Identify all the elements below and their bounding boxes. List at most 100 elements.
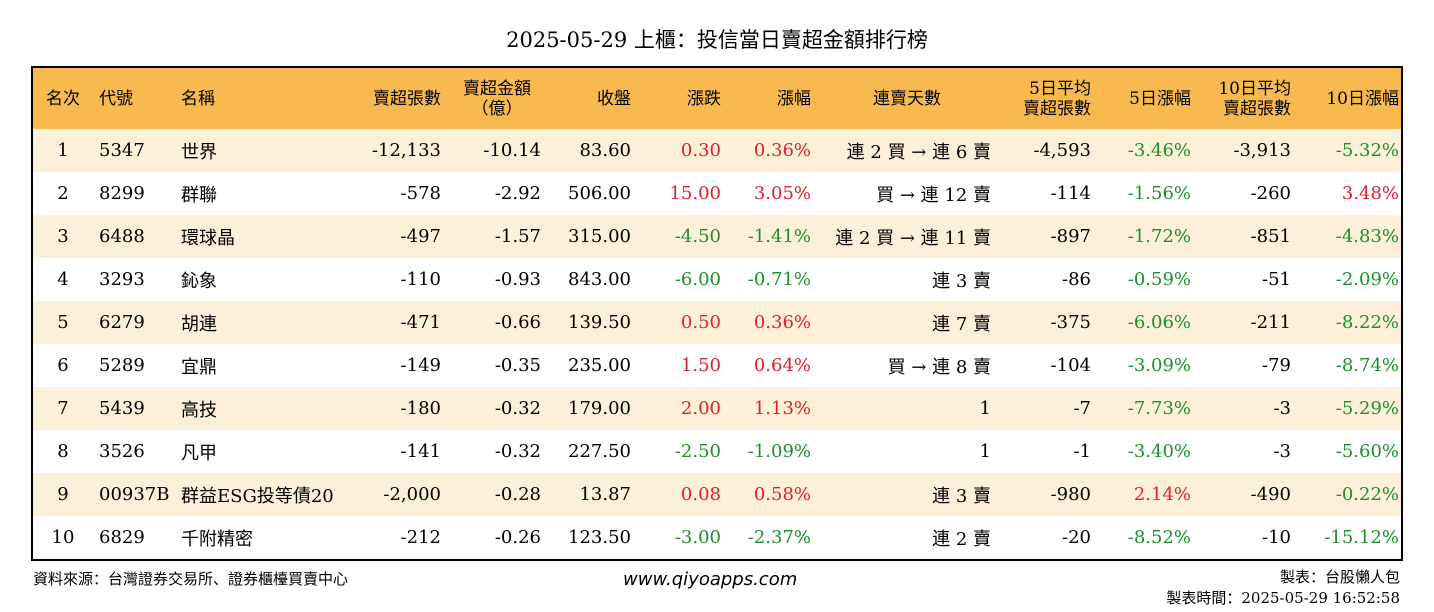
cell-sell-amount: -10.14 xyxy=(483,140,541,161)
cell-pct5: -1.72% xyxy=(1127,226,1191,247)
cell-pct5: -6.06% xyxy=(1127,312,1191,333)
cell-name: 高技 xyxy=(181,399,217,421)
cell-avg5: -980 xyxy=(1050,484,1091,505)
cell-avg5: -114 xyxy=(1050,183,1091,204)
cell-avg5: -104 xyxy=(1050,355,1091,376)
cell-close: 315.00 xyxy=(568,226,631,247)
cell-change: -4.50 xyxy=(674,226,721,247)
cell-avg10: -490 xyxy=(1250,484,1291,505)
cell-avg5: -7 xyxy=(1073,398,1091,419)
header-avg5-line1: 5日平均 xyxy=(1029,78,1091,99)
cell-streak: 連 2 買 → 連 11 賣 xyxy=(835,227,991,249)
cell-avg10: -10 xyxy=(1262,527,1291,548)
page-title: 2025-05-29 上櫃：投信當日賣超金額排行榜 xyxy=(506,28,928,52)
header-avg5-line2: 賣超張數 xyxy=(1023,98,1091,119)
cell-avg10: -3,913 xyxy=(1233,140,1291,161)
footer-meta: 製表：台股懶人包 製表時間：2025-05-29 16:52:58 xyxy=(1166,567,1400,609)
table-row: 3 6488 環球晶 -497 -1.57 315.00 -4.50 -1.41% 連 2 買 … xyxy=(33,215,1401,258)
cell-pct5: -0.59% xyxy=(1127,269,1191,290)
cell-sell-shares: -180 xyxy=(400,398,441,419)
table-row: 2 8299 群聯 -578 -2.92 506.00 15.00 3.05% 買 → 連 12… xyxy=(33,172,1401,215)
table-body: 1 5347 世界 -12,133 -10.14 83.60 0.30 0.36% 連 2 買 … xyxy=(33,129,1401,559)
data-source: 資料來源：台灣證券交易所、證券櫃檯買賣中心 xyxy=(33,570,349,588)
cell-sell-shares: -2,000 xyxy=(383,484,441,505)
header-sell-amount-line2: （億） xyxy=(471,98,523,119)
cell-pct10: -4.83% xyxy=(1335,226,1399,247)
cell-change: 2.00 xyxy=(680,398,721,419)
cell-sell-shares: -149 xyxy=(400,355,441,376)
table-row: 1 5347 世界 -12,133 -10.14 83.60 0.30 0.36% 連 2 買 … xyxy=(33,129,1401,172)
header-avg10-line1: 10日平均 xyxy=(1218,78,1291,99)
cell-pct10: -5.60% xyxy=(1335,441,1399,462)
header-streak: 連賣天數 xyxy=(873,88,941,109)
cell-pct10: -8.74% xyxy=(1335,355,1399,376)
cell-change: -6.00 xyxy=(674,269,721,290)
cell-name: 千附精密 xyxy=(181,528,253,550)
cell-code: 6279 xyxy=(99,312,145,333)
cell-close: 13.87 xyxy=(579,484,631,505)
cell-streak: 連 2 買 → 連 6 賣 xyxy=(846,141,991,163)
cell-sell-shares: -212 xyxy=(400,527,441,548)
cell-rank: 8 xyxy=(57,441,69,462)
cell-change-pct: 0.64% xyxy=(753,355,811,376)
cell-rank: 9 xyxy=(57,484,69,505)
cell-pct5: -7.73% xyxy=(1127,398,1191,419)
cell-code: 6488 xyxy=(99,226,145,247)
header-rank: 名次 xyxy=(46,88,80,109)
table-row: 7 5439 高技 -180 -0.32 179.00 2.00 1.13% 1 -7 -7.73%… xyxy=(33,387,1401,430)
table-row: 9 00937B 群益ESG投等債20 -2,000 -0.28 13.87 0.08 0.5… xyxy=(33,473,1401,516)
cell-change: -2.50 xyxy=(674,441,721,462)
cell-name: 胡連 xyxy=(181,313,217,335)
cell-change: 0.50 xyxy=(680,312,721,333)
cell-pct10: -15.12% xyxy=(1324,527,1399,548)
ranking-table: 名次 代號 名稱 賣超張數 賣超金額 （億） 收盤 漲跌 漲幅 連賣天數 5日平… xyxy=(31,66,1403,561)
cell-change: 1.50 xyxy=(680,355,721,376)
cell-name: 宜鼎 xyxy=(181,356,217,378)
cell-pct5: -3.40% xyxy=(1127,441,1191,462)
cell-sell-amount: -0.26 xyxy=(494,527,541,548)
table-row: 6 5289 宜鼎 -149 -0.35 235.00 1.50 0.64% 買 → 連 8 賣… xyxy=(33,344,1401,387)
cell-streak: 買 → 連 12 賣 xyxy=(876,184,991,206)
cell-pct10: -2.09% xyxy=(1335,269,1399,290)
table-row: 5 6279 胡連 -471 -0.66 139.50 0.50 0.36% 連 7 賣 -375… xyxy=(33,301,1401,344)
header-change-pct: 漲幅 xyxy=(777,88,811,109)
cell-sell-amount: -0.66 xyxy=(494,312,541,333)
cell-avg5: -1 xyxy=(1073,441,1091,462)
cell-change-pct: -1.41% xyxy=(747,226,811,247)
cell-code: 3293 xyxy=(99,269,145,290)
header-pct10: 10日漲幅 xyxy=(1326,88,1399,109)
table-header-row: 名次 代號 名稱 賣超張數 賣超金額 （億） 收盤 漲跌 漲幅 連賣天數 5日平… xyxy=(33,68,1401,129)
header-code: 代號 xyxy=(99,88,133,109)
cell-sell-shares: -471 xyxy=(400,312,441,333)
cell-rank: 10 xyxy=(51,527,75,548)
cell-code: 00937B xyxy=(99,484,170,505)
cell-change-pct: 0.36% xyxy=(753,312,811,333)
cell-rank: 3 xyxy=(57,226,69,247)
cell-code: 5289 xyxy=(99,355,145,376)
cell-pct10: -5.32% xyxy=(1335,140,1399,161)
cell-name: 鈊象 xyxy=(181,270,217,292)
cell-code: 3526 xyxy=(99,441,145,462)
cell-close: 179.00 xyxy=(568,398,631,419)
cell-avg10: -3 xyxy=(1273,441,1291,462)
cell-name: 凡甲 xyxy=(181,442,217,464)
cell-sell-amount: -0.28 xyxy=(494,484,541,505)
cell-rank: 4 xyxy=(57,269,69,290)
cell-pct5: -1.56% xyxy=(1127,183,1191,204)
website-link[interactable]: www.qiyoapps.com xyxy=(623,569,798,590)
table-row: 8 3526 凡甲 -141 -0.32 227.50 -2.50 -1.09% 1 -1 -3.4… xyxy=(33,430,1401,473)
cell-sell-shares: -141 xyxy=(400,441,441,462)
cell-close: 227.50 xyxy=(568,441,631,462)
cell-avg10: -51 xyxy=(1262,269,1291,290)
header-change: 漲跌 xyxy=(687,88,721,109)
header-avg10-line2: 賣超張數 xyxy=(1223,98,1291,119)
cell-sell-amount: -2.92 xyxy=(494,183,541,204)
cell-change-pct: -2.37% xyxy=(747,527,811,548)
cell-close: 123.50 xyxy=(568,527,631,548)
cell-sell-amount: -0.32 xyxy=(494,398,541,419)
cell-sell-amount: -0.32 xyxy=(494,441,541,462)
header-sell-amount-line1: 賣超金額 xyxy=(463,78,531,99)
cell-code: 6829 xyxy=(99,527,145,548)
cell-pct10: 3.48% xyxy=(1341,183,1399,204)
cell-pct10: -8.22% xyxy=(1335,312,1399,333)
